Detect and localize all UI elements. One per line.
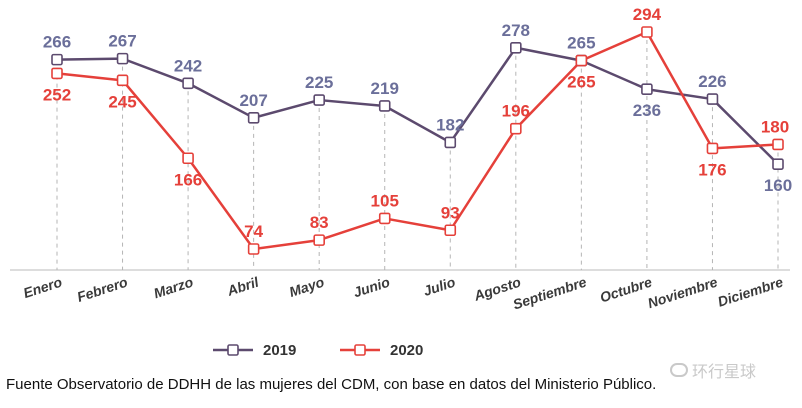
data-label-2020: 83 (310, 213, 329, 232)
x-tick-label: Abril (224, 273, 261, 299)
watermark-text: 环行星球 (692, 364, 757, 381)
series-line-2019 (56, 46, 779, 166)
data-label-2019: 265 (567, 34, 595, 53)
series-markers (51, 26, 784, 255)
data-label-2020: 74 (244, 222, 263, 241)
marker-2019-marzo (182, 77, 194, 90)
data-label-2019: 160 (764, 176, 792, 195)
data-label-2019: 219 (371, 79, 399, 98)
marker-2020-mayo (313, 234, 325, 246)
x-tick-label: Noviembre (646, 274, 720, 312)
x-tick-label: Junio (351, 274, 392, 301)
x-tick-label: Diciembre (716, 274, 786, 310)
marker-2020-junio (378, 212, 391, 225)
vertical-guides (56, 32, 779, 270)
x-tick-label: Julio (421, 273, 457, 298)
data-label-2020: 105 (371, 191, 399, 210)
data-label-2019: 267 (108, 32, 136, 51)
data-label-2019: 226 (698, 72, 726, 91)
marker-2019-octubre (641, 83, 653, 96)
marker-2019-enero (51, 53, 63, 66)
x-tick-label: Octubre (598, 274, 654, 306)
marker-2020-noviembre (706, 142, 719, 155)
data-label-2020: 294 (633, 5, 662, 24)
data-label-2020: 166 (174, 170, 202, 189)
marker-2020-marzo (182, 152, 194, 165)
marker-2019-diciembre (772, 158, 784, 170)
x-tick-labels: Enero Febrero Marzo Abril Mayo Junio Julio Agos… (21, 273, 785, 312)
data-label-2020: 180 (761, 117, 789, 136)
series-lines (56, 30, 779, 251)
data-label-2020: 245 (108, 92, 136, 111)
series-line-2020 (56, 30, 779, 251)
data-label-2019: 182 (436, 115, 464, 134)
source-note: Fuente Observatorio de DDHH de las mujer… (6, 376, 657, 393)
marker-2020-febrero (116, 74, 129, 87)
marker-2020-septiembre (575, 54, 588, 67)
data-labels: 266 267 242 207 225 219 182 278 265 236 226 160 252 2… (43, 5, 792, 241)
marker-2020-diciembre (772, 138, 784, 151)
line-chart: 266 267 242 207 225 219 182 278 265 236 226 160 252 2… (10, 5, 792, 359)
data-label-2020: 252 (43, 85, 71, 104)
marker-2019-noviembre (706, 93, 719, 105)
marker-2020-octubre (641, 26, 653, 38)
x-tick-label: Septiembre (511, 274, 589, 313)
marker-2019-abril (247, 112, 260, 124)
marker-2019-agosto (510, 41, 522, 54)
legend-swatch-marker-2020 (354, 344, 366, 356)
data-label-2019: 236 (633, 101, 661, 120)
legend-label-2019: 2019 (263, 342, 296, 359)
data-label-2020: 93 (441, 203, 460, 222)
marker-2020-enero (51, 67, 63, 80)
data-label-2019: 278 (502, 21, 530, 40)
marker-2019-junio (378, 100, 391, 112)
marker-2020-julio (444, 224, 457, 237)
data-label-2019: 207 (239, 91, 267, 110)
marker-2019-febrero (116, 52, 129, 65)
x-tick-label: Mayo (287, 274, 326, 300)
x-tick-label: Enero (21, 274, 64, 302)
data-label-2020: 176 (698, 160, 726, 179)
marker-2019-julio (444, 136, 457, 149)
watermark: 环行星球 (670, 358, 756, 382)
legend-swatch-marker-2019 (227, 344, 239, 356)
wechat-icon (670, 363, 688, 377)
data-label-2020: 196 (502, 102, 530, 121)
x-tick-label: Marzo (152, 273, 196, 301)
data-label-2019: 242 (174, 56, 202, 75)
legend: 2019 2020 (213, 342, 423, 359)
data-label-2019: 266 (43, 33, 71, 52)
x-tick-label: Febrero (75, 273, 130, 304)
legend-label-2020: 2020 (390, 342, 423, 359)
data-label-2020: 265 (567, 73, 595, 92)
data-label-2019: 225 (305, 73, 333, 92)
marker-2020-abril (247, 243, 260, 255)
marker-2019-mayo (313, 94, 325, 106)
marker-2020-agosto (510, 122, 522, 135)
